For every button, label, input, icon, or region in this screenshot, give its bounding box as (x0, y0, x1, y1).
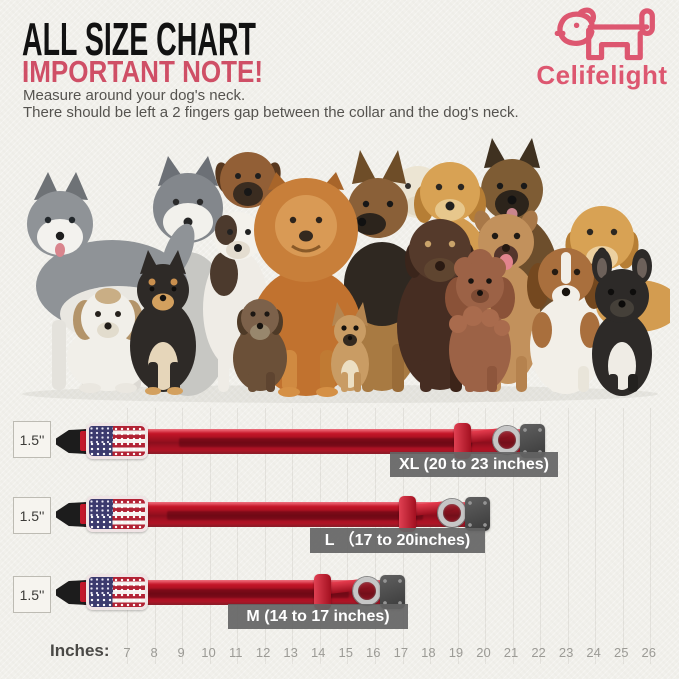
page-title: ALL SIZE CHART (22, 13, 256, 65)
brand-name: Celifelight (536, 60, 668, 90)
ruler-number: 17 (393, 645, 409, 660)
buckle-strap-end (80, 431, 90, 451)
note-line-1: Measure around your dog's neck. (23, 87, 246, 104)
ruler-number: 19 (448, 645, 464, 660)
important-note-title: IMPORTANT NOTE! (22, 54, 264, 89)
flag-stars (89, 499, 113, 517)
dog-beagle (527, 248, 605, 394)
ruler-number: 21 (503, 645, 519, 660)
inch-gridline (512, 408, 514, 664)
ruler-number: 20 (476, 645, 491, 660)
inch-gridline (292, 408, 294, 664)
inch-gridline (209, 408, 211, 664)
ruler-number: 22 (531, 645, 546, 660)
ruler-number: 18 (421, 645, 436, 660)
size-label-l: L （17 to 20inches) (310, 528, 485, 553)
width-label-m: 1.5'' (13, 576, 51, 613)
dog-toy-poodle (445, 249, 515, 392)
metal-buckle-plate (465, 497, 490, 531)
ruler-number: 24 (586, 645, 601, 660)
buckle-strap-end (80, 504, 90, 524)
inch-gridline (567, 408, 569, 664)
ruler-numbers: 7 8 9 10 11 12 13 14 15 16 17 18 19 20 21 22 23 24 25 26 (120, 645, 656, 660)
dog-boxer-fawn (215, 152, 281, 208)
width-label-l: 1.5'' (13, 497, 51, 534)
dog-french-bulldog (592, 249, 652, 396)
metal-buckle-plate (380, 575, 405, 609)
usa-flag-patch (86, 574, 148, 610)
ruler-number: 11 (229, 645, 243, 660)
ruler-number: 12 (255, 645, 271, 660)
strap-keeper (399, 496, 416, 532)
width-label-xl: 1.5'' (13, 421, 51, 458)
ruler-number: 9 (177, 645, 185, 660)
logo-body-legs (586, 27, 643, 61)
collar-xl (56, 423, 545, 459)
ruler-number: 25 (613, 645, 629, 660)
note-line-2: There should be left a 2 fingers gap bet… (23, 104, 519, 121)
ruler-number: 13 (283, 645, 298, 660)
metal-ring (493, 426, 521, 454)
usa-flag-patch (86, 423, 148, 459)
inch-gridline (264, 408, 266, 664)
note-text: Measure around your dog's neck. There sh… (23, 87, 519, 121)
metal-ring (438, 499, 466, 527)
collar-m (56, 574, 405, 610)
inch-gridline (154, 408, 156, 664)
logo-tail (639, 8, 655, 37)
ruler-number: 15 (338, 645, 353, 660)
inch-gridline (485, 408, 487, 664)
ruler-number: 8 (150, 645, 158, 660)
dog-group-photo (22, 138, 670, 403)
strap-keeper (454, 423, 471, 459)
inch-gridline (595, 408, 597, 664)
ruler-number: 10 (201, 645, 216, 660)
strap-keeper (314, 574, 331, 610)
ruler-label: Inches: (50, 641, 110, 660)
ruler-number: 23 (558, 645, 574, 660)
inch-gridline (622, 408, 624, 664)
inch-gridline (650, 408, 652, 664)
buckle-strap-end (80, 582, 90, 602)
ruler-number: 16 (366, 645, 381, 660)
inch-gridline (182, 408, 184, 664)
ruler-number: 14 (310, 645, 326, 660)
logo-ear (577, 7, 597, 24)
inch-gridline (127, 408, 128, 664)
dog-outline-icon (554, 7, 655, 61)
ruler-number: 26 (641, 645, 656, 660)
metal-ring (353, 577, 381, 605)
collar-l (56, 496, 490, 532)
usa-flag-patch (86, 496, 148, 532)
collar-strap (82, 429, 525, 454)
inch-gridline (237, 408, 239, 664)
ruler-number: 7 (123, 645, 131, 660)
logo-eye (573, 22, 580, 29)
flag-stars (89, 577, 113, 595)
size-label-xl: XL (20 to 23 inches) (390, 452, 558, 477)
dog-shiba-inu (130, 250, 196, 395)
dog-dachshund (233, 299, 287, 392)
dog-chihuahua (331, 302, 369, 392)
flag-stars (89, 426, 113, 444)
inch-gridline (540, 408, 542, 664)
size-label-m: M (14 to 17 inches) (228, 604, 408, 629)
